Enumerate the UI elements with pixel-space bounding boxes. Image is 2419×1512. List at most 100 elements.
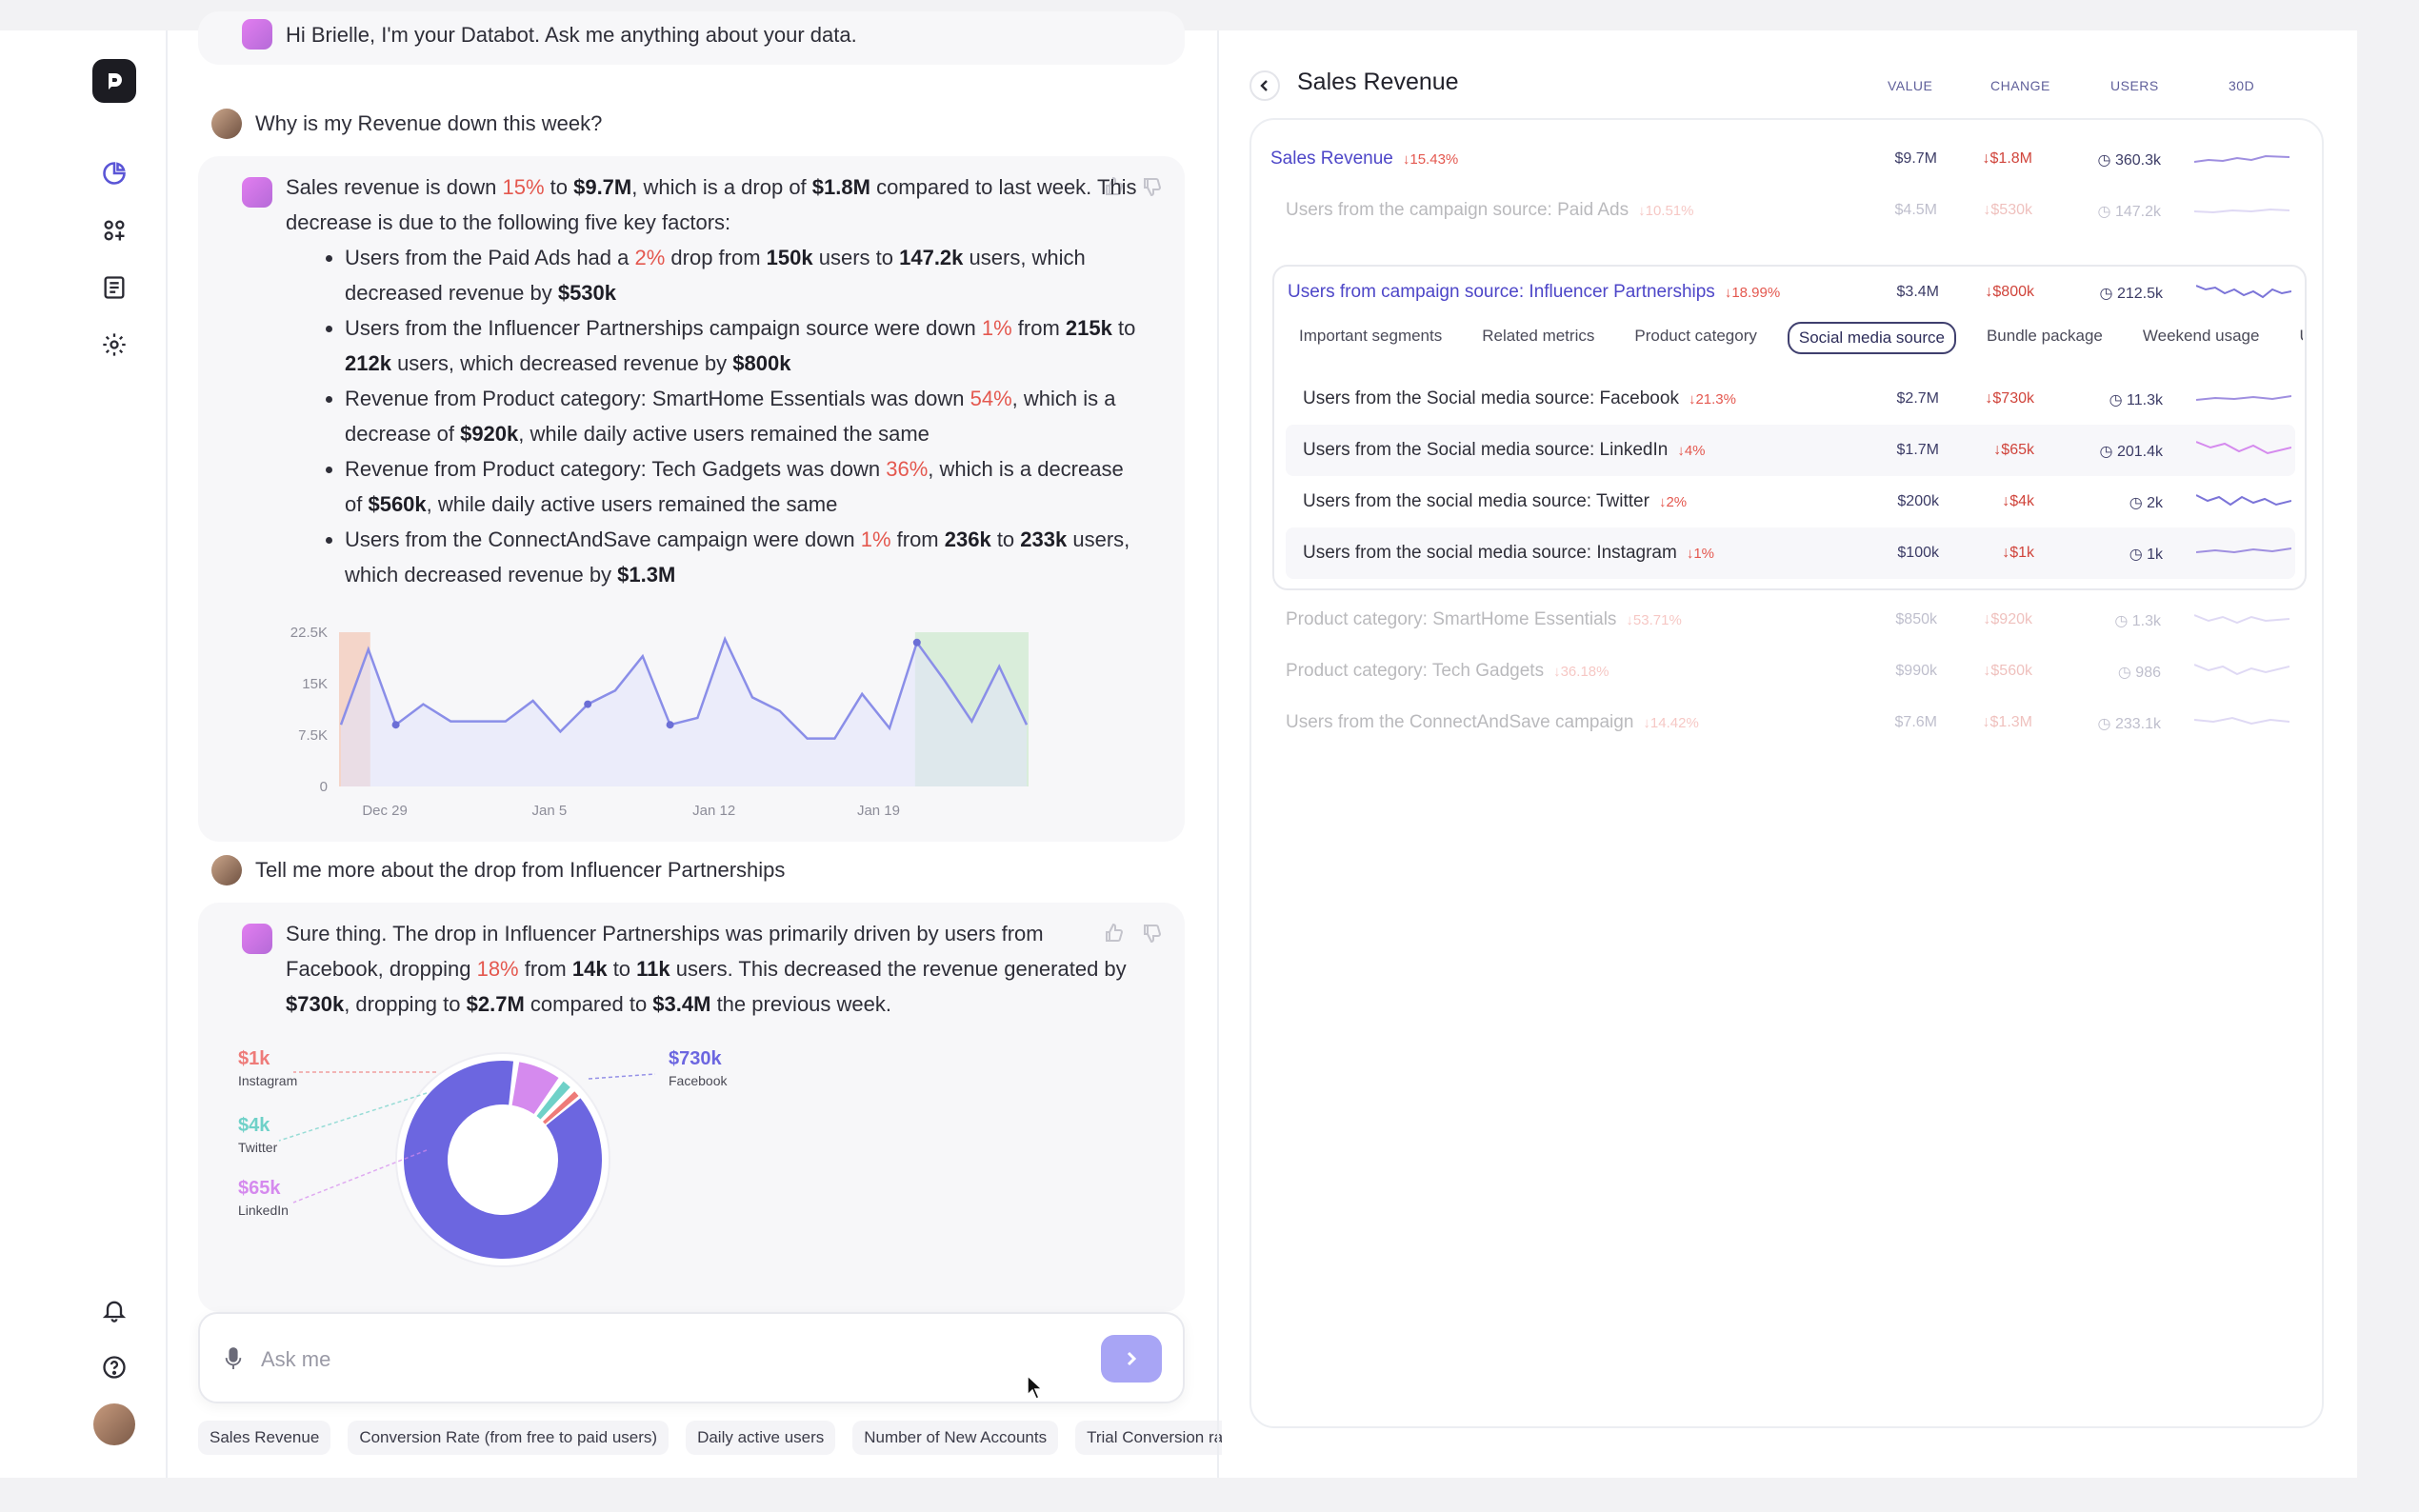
metric-name: Users from the Social media source: Link… [1303, 440, 1669, 460]
slice-name-label: Instagram [238, 1073, 297, 1088]
slice-name-label: Twitter [238, 1140, 278, 1155]
suggestion-chip[interactable]: Daily active users [686, 1421, 836, 1455]
bold-value: 215k [1065, 316, 1112, 340]
thumbs-down-icon[interactable] [1141, 175, 1164, 198]
change-value: 53.71% [1632, 612, 1682, 628]
metric-name: Users from the ConnectAndSave campaign [1286, 712, 1634, 732]
metric-change-pct: ↓10.51% [1638, 203, 1694, 219]
change-value: 4% [1684, 443, 1706, 459]
text-span: Sales revenue is down [286, 175, 503, 199]
metric-change-pct: ↓53.71% [1626, 612, 1682, 628]
metric-row-sales-revenue[interactable]: Sales Revenue ↓15.43% $9.7M ↓$1.8M ◷ 360.… [1270, 133, 2307, 185]
text-span: compared to last week. This decrease is … [286, 175, 1137, 234]
ask-input[interactable] [261, 1341, 1023, 1379]
bold-value: $530k [557, 281, 617, 305]
text-span: users. This decreased the revenue genera… [670, 957, 1127, 981]
metric-value: $9.7M [1894, 150, 1937, 167]
metric-label: Users from the social media source: Inst… [1303, 543, 1714, 564]
metric-change-pct: ↓2% [1658, 494, 1688, 510]
text-span: to [544, 175, 574, 199]
text-span: Users from the Influencer Partnerships c… [345, 316, 982, 340]
change-value: 1% [1693, 546, 1714, 562]
microphone-icon[interactable] [223, 1346, 244, 1371]
text-span: , which is a drop of [631, 175, 812, 199]
data-point [584, 700, 592, 708]
sparkline [2194, 208, 2289, 214]
metric-name: Users from the social media source: Inst… [1303, 543, 1677, 563]
tab-related-metrics[interactable]: Related metrics [1482, 327, 1595, 345]
slice-name-label: Facebook [669, 1073, 728, 1088]
change-amount: $560k [1990, 663, 2032, 679]
metric-row-paid-ads[interactable]: Users from the campaign source: Paid Ads… [1270, 185, 2307, 236]
back-button[interactable] [1249, 70, 1280, 101]
greeting-card: Hi Brielle, I'm your Databot. Ask me any… [198, 11, 1185, 65]
metric-row-instagram[interactable]: Users from the social media source: Inst… [1286, 527, 2295, 579]
notes-icon[interactable] [93, 267, 135, 308]
leader-line [588, 1073, 656, 1080]
suggestion-chip[interactable]: Number of New Accounts [852, 1421, 1059, 1455]
suggestion-chip[interactable]: Conversion Rate (from free to paid users… [348, 1421, 670, 1455]
text-span: Revenue from Product category: Tech Gadg… [345, 457, 887, 481]
metric-row-tech-gadgets[interactable]: Product category: Tech Gadgets ↓36.18% $9… [1270, 646, 2307, 697]
send-button[interactable] [1101, 1335, 1162, 1383]
metric-row-twitter[interactable]: Users from the social media source: Twit… [1286, 476, 2295, 527]
settings-icon[interactable] [93, 324, 135, 366]
tab-important-segments[interactable]: Important segments [1299, 327, 1443, 345]
bell-icon[interactable] [93, 1289, 135, 1331]
slice-value-label: $65k [238, 1178, 281, 1199]
help-icon[interactable] [93, 1346, 135, 1388]
metric-row-connectandsave[interactable]: Users from the ConnectAndSave campaign ↓1… [1270, 697, 2307, 748]
leader-line [278, 1092, 428, 1142]
text-span: users, which decreased revenue by [345, 527, 1130, 587]
metric-users: ◷ 1.3k [2114, 613, 2161, 629]
thumbs-down-icon[interactable] [1141, 922, 1164, 945]
y-tick-label: 22.5K [290, 625, 328, 641]
text-span: to [990, 527, 1021, 551]
thumbs-up-icon[interactable] [1103, 922, 1126, 945]
metric-row-influencer[interactable]: Users from campaign source: Influencer P… [1274, 267, 2307, 318]
list-item: Users from the Influencer Partnerships c… [345, 310, 1143, 381]
metric-label: Product category: SmartHome Essentials ↓5… [1286, 609, 1682, 630]
metric-label: Product category: Tech Gadgets ↓36.18% [1286, 661, 1609, 682]
databot-logo-icon[interactable] [92, 59, 136, 103]
feedback-buttons [1103, 922, 1164, 945]
user-message: Why is my Revenue down this week? [211, 109, 602, 139]
analytics-icon[interactable] [93, 152, 135, 194]
change-amount: $4k [2009, 493, 2034, 509]
metric-row-linkedin[interactable]: Users from the Social media source: Link… [1286, 425, 2295, 476]
tab-product-category[interactable]: Product category [1634, 327, 1757, 345]
x-tick-label: Dec 29 [362, 803, 408, 819]
user-avatar [211, 109, 242, 139]
user-avatar[interactable] [93, 1403, 135, 1445]
change-amount: $530k [1990, 202, 2032, 218]
tab-social-media-source[interactable]: Social media source [1787, 322, 1956, 354]
metric-users: ◷ 1k [2129, 547, 2163, 563]
bold-value: $3.4M [652, 992, 711, 1016]
bold-value: 212k [345, 351, 391, 375]
sparkline [2196, 285, 2291, 299]
y-tick-label: 0 [320, 779, 328, 795]
suggestion-chip[interactable]: Sales Revenue [198, 1421, 331, 1455]
pie-slice-facebook [404, 1061, 602, 1259]
thumbs-up-icon[interactable] [1103, 175, 1126, 198]
text-span: from [518, 957, 572, 981]
change-value: 18.99% [1731, 285, 1781, 301]
bold-value: 233k [1020, 527, 1068, 551]
metric-change: ↓$730k [1985, 390, 2034, 407]
apps-icon[interactable] [93, 209, 135, 251]
suggestion-chip[interactable]: Trial Conversion ra [1075, 1421, 1222, 1455]
tab-weekend-usage[interactable]: Weekend usage [2142, 327, 2260, 345]
chevron-left-icon [1260, 80, 1268, 91]
metric-value: $1.7M [1896, 442, 1939, 458]
metric-value: $2.7M [1896, 390, 1939, 407]
text-span: Users from the Paid Ads had a [345, 246, 635, 269]
metric-change: ↓$1.3M [1982, 714, 2032, 730]
tab-use[interactable]: Use [2289, 322, 2303, 354]
col-header-30d: 30D [2229, 78, 2255, 93]
metric-row-smarthome[interactable]: Product category: SmartHome Essentials ↓5… [1270, 594, 2307, 646]
users-value: 201.4k [2116, 444, 2163, 460]
tab-bundle-package[interactable]: Bundle package [1986, 327, 2103, 345]
metric-value: $4.5M [1894, 202, 1937, 218]
metric-row-facebook[interactable]: Users from the Social media source: Face… [1286, 373, 2295, 425]
app-window: Hi Brielle, I'm your Databot. Ask me any… [0, 11, 2357, 1478]
